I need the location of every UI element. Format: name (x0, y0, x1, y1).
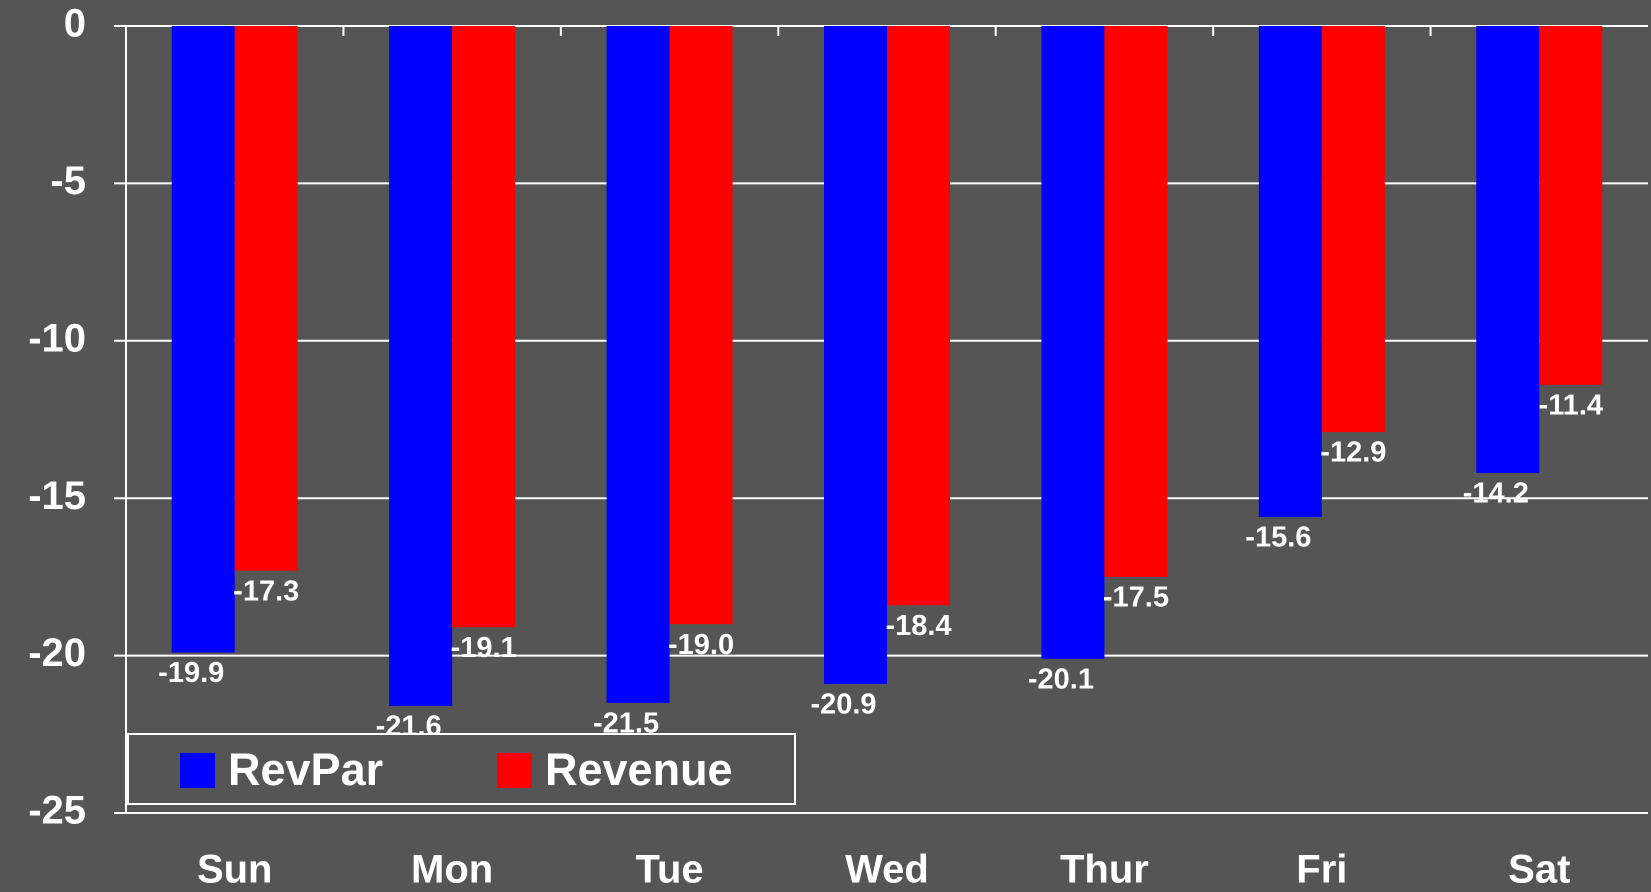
value-label: -18.4 (885, 610, 951, 642)
bar (1104, 26, 1168, 577)
bar (389, 26, 453, 706)
bar (887, 26, 950, 606)
value-label: -14.2 (1463, 478, 1529, 510)
x-tick-label: Mon (411, 848, 493, 892)
bar (234, 26, 298, 571)
bar (1321, 26, 1385, 433)
bar (606, 26, 670, 703)
bar (669, 26, 733, 625)
x-tick-label: Fri (1296, 848, 1347, 892)
value-label: -15.6 (1245, 522, 1311, 554)
y-tick-label: -15 (28, 474, 86, 518)
legend-swatch (180, 753, 215, 788)
value-label: -19.1 (451, 632, 517, 664)
legend-swatch (497, 753, 532, 788)
bar (1258, 26, 1322, 518)
value-label: -20.1 (1028, 663, 1094, 695)
x-tick-label: Tue (635, 848, 703, 892)
legend-label: RevPar (228, 744, 383, 795)
value-label: -12.9 (1320, 437, 1386, 469)
value-label: -19.9 (158, 657, 224, 689)
y-tick-label: -5 (50, 159, 86, 203)
legend-box (127, 733, 796, 805)
bar (824, 26, 887, 684)
legend-label: Revenue (545, 744, 733, 795)
x-tick-label: Sun (197, 848, 273, 892)
bar (452, 26, 516, 628)
y-tick-label: -10 (28, 316, 86, 360)
y-tick-label: 0 (64, 2, 86, 46)
value-label: -11.4 (1539, 390, 1604, 422)
x-tick-label: Wed (845, 848, 929, 892)
value-label: -17.3 (233, 575, 299, 607)
value-label: -19.0 (668, 629, 734, 661)
bar (1539, 26, 1603, 385)
y-tick-label: -25 (28, 789, 86, 833)
y-tick-label: -20 (28, 631, 86, 675)
value-label: -17.5 (1103, 582, 1169, 614)
x-tick-label: Sat (1508, 848, 1570, 892)
value-label: -20.9 (810, 689, 876, 721)
bar (171, 26, 235, 653)
bar (1041, 26, 1105, 659)
x-tick-label: Thur (1060, 848, 1149, 892)
bar (1476, 26, 1540, 474)
